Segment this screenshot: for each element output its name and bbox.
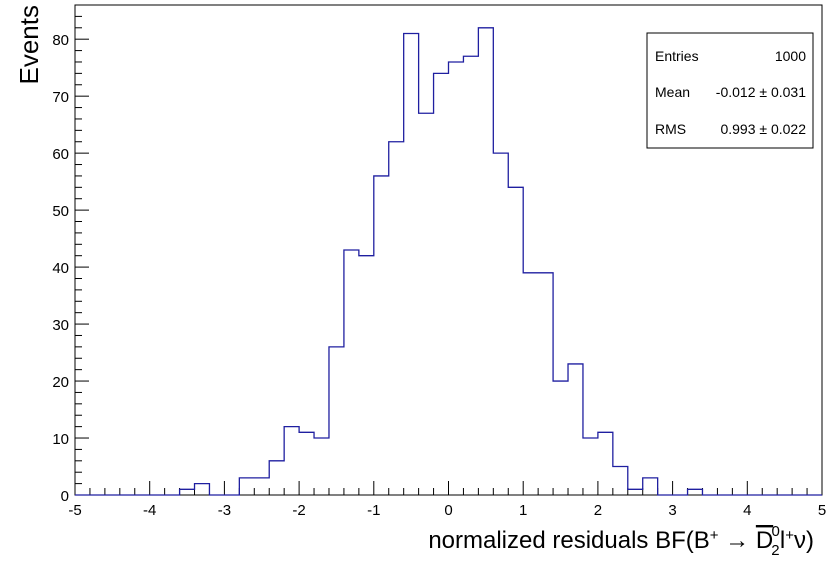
x-tick-label: 4 [743, 502, 751, 519]
x-axis-ticks: -5 -4 -3 -2 -1 0 1 2 3 4 5 [68, 481, 826, 519]
x-tick-label: 0 [444, 502, 452, 519]
x-tick-label: 2 [594, 502, 602, 519]
stats-box: Entries 1000 Mean -0.012 ± 0.031 RMS 0.9… [646, 32, 814, 149]
x-tick-label: 5 [818, 502, 826, 519]
x-tick-label: -2 [292, 502, 305, 519]
y-tick-label: 70 [52, 89, 69, 106]
x-tick-label: 1 [519, 502, 527, 519]
x-tick-label: 3 [668, 502, 676, 519]
x-tick-label: -4 [143, 502, 156, 519]
x-axis-label: normalized residuals BF(B+ → D20l+ν) [428, 523, 814, 559]
y-tick-label: 10 [52, 431, 69, 448]
y-tick-label: 50 [52, 203, 69, 220]
y-tick-label: 20 [52, 374, 69, 391]
y-tick-label: 0 [61, 488, 69, 505]
y-tick-label: 30 [52, 317, 69, 334]
y-tick-label: 80 [52, 32, 69, 49]
y-axis-ticks: 0 10 20 30 40 50 60 70 80 [52, 4, 89, 505]
x-tick-label: -1 [367, 502, 380, 519]
stats-rms-label: RMS [655, 121, 686, 137]
y-tick-label: 40 [52, 260, 69, 277]
y-tick-label: 60 [52, 146, 69, 163]
histogram-series-line [75, 27, 822, 496]
x-tick-label: -3 [218, 502, 231, 519]
stats-entries-label: Entries [655, 48, 699, 64]
y-axis-label: Events [14, 5, 44, 85]
stats-entries-value: 1000 [775, 48, 806, 64]
stats-rms-value: 0.993 ± 0.022 [720, 121, 806, 137]
stats-mean-value: -0.012 ± 0.031 [716, 84, 806, 100]
x-tick-label: -5 [68, 502, 81, 519]
stats-mean-label: Mean [655, 84, 690, 100]
